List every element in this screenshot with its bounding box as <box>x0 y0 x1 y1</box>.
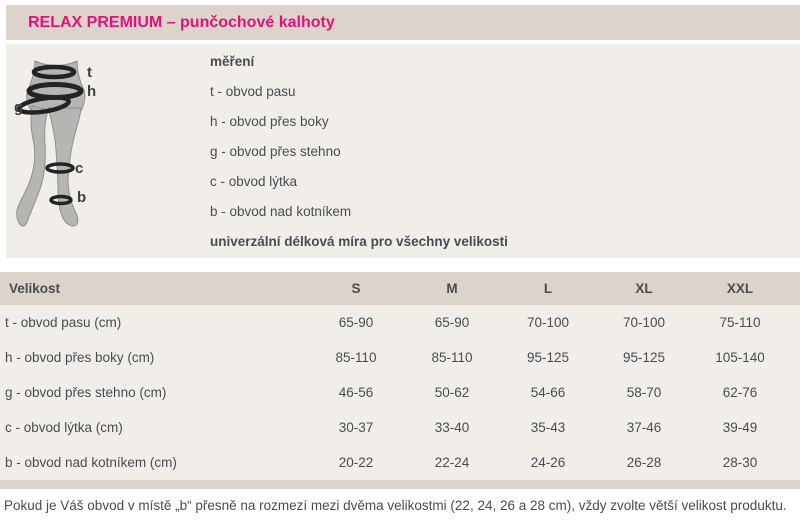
size-table-header-row: Velikost S M L XL XXL <box>0 272 800 305</box>
band-g <box>17 95 71 115</box>
cell-value: 39-49 <box>722 420 758 435</box>
cell-value: 33-40 <box>434 420 470 435</box>
cell-value: 54-66 <box>530 385 566 400</box>
table-bottom-strip <box>0 480 800 489</box>
header-bar: RELAX PREMIUM – punčochové kalhoty <box>6 5 800 40</box>
band-b <box>49 194 73 206</box>
diagram-label-c: c <box>75 160 83 177</box>
table-row-h: h - obvod přes boky (cm) 85-110 85-110 9… <box>0 340 800 375</box>
cell-value: 24-26 <box>530 455 566 470</box>
diagram-label-t: t <box>87 64 92 81</box>
cell-value: 30-37 <box>338 420 374 435</box>
cell-value: 85-110 <box>431 350 473 365</box>
legs-diagram-svg: t h g c b <box>14 60 96 227</box>
size-column-header-s: S <box>351 281 361 296</box>
cell-value: 70-100 <box>622 315 666 330</box>
cell-value: 62-76 <box>722 385 758 400</box>
cell-value: 65-90 <box>434 315 470 330</box>
measurement-legend: měření t - obvod pasu h - obvod přes bok… <box>210 46 508 256</box>
table-row-t: t - obvod pasu (cm) 65-90 65-90 70-100 7… <box>0 305 800 340</box>
legs-measurement-diagram: t h g c b <box>8 48 208 262</box>
cell-value: 85-110 <box>335 350 377 365</box>
size-column-header-m: M <box>446 281 458 296</box>
row-label: c - obvod lýtka (cm) <box>5 420 123 435</box>
size-table: Velikost S M L XL XXL t - obvod pasu (cm… <box>0 272 800 480</box>
cell-value: 37-46 <box>626 420 662 435</box>
cell-value: 46-56 <box>338 385 374 400</box>
footer-note: Pokud je Váš obvod v místě „b“ přesně na… <box>4 498 787 513</box>
legend-item-c: c - obvod lýtka <box>210 173 298 189</box>
row-label: g - obvod přes stehno (cm) <box>5 385 167 400</box>
row-label: h - obvod přes boky (cm) <box>5 350 155 365</box>
cell-value: 105-140 <box>715 350 765 365</box>
legend-heading: měření <box>210 53 255 69</box>
legend-item-h: h - obvod přes boky <box>210 113 329 129</box>
cell-value: 95-125 <box>526 350 570 365</box>
size-table-header-label: Velikost <box>9 281 61 296</box>
diagram-label-b: b <box>77 189 86 206</box>
size-column-header-l: L <box>543 281 553 296</box>
size-table-body: t - obvod pasu (cm) 65-90 65-90 70-100 7… <box>0 305 800 480</box>
cell-value: 35-43 <box>530 420 566 435</box>
diagram-label-g: g <box>14 99 23 116</box>
measurement-bands <box>17 64 84 206</box>
measurement-panel: t h g c b měření t - obvod pasu h - obvo… <box>6 44 800 258</box>
legend-item-t: t - obvod pasu <box>210 83 296 99</box>
cell-value: 50-62 <box>434 385 470 400</box>
band-c <box>45 162 75 174</box>
size-column-header-xxl: XXL <box>726 281 754 296</box>
cell-value: 58-70 <box>626 385 662 400</box>
row-label: t - obvod pasu (cm) <box>5 315 122 330</box>
page-title: RELAX PREMIUM – punčochové kalhoty <box>28 13 335 31</box>
legend-universal-note: univerzální délková míra pro všechny vel… <box>210 233 508 249</box>
row-label: b - obvod nad kotníkem (cm) <box>5 455 177 470</box>
table-row-b: b - obvod nad kotníkem (cm) 20-22 22-24 … <box>0 445 800 480</box>
legend-item-g: g - obvod přes stehno <box>210 143 341 159</box>
cell-value: 28-30 <box>722 455 758 470</box>
cell-value: 26-28 <box>626 455 662 470</box>
band-t <box>31 64 77 80</box>
cell-value: 22-24 <box>434 455 470 470</box>
cell-value: 75-110 <box>719 315 761 330</box>
table-row-g: g - obvod přes stehno (cm) 46-56 50-62 5… <box>0 375 800 410</box>
cell-value: 20-22 <box>338 455 374 470</box>
cell-value: 65-90 <box>338 315 374 330</box>
cell-value: 95-125 <box>622 350 666 365</box>
cell-value: 70-100 <box>526 315 570 330</box>
legend-item-b: b - obvod nad kotníkem <box>210 203 352 219</box>
size-column-header-xl: XL <box>635 281 653 296</box>
diagram-label-h: h <box>87 83 96 100</box>
table-row-c: c - obvod lýtka (cm) 30-37 33-40 35-43 3… <box>0 410 800 445</box>
